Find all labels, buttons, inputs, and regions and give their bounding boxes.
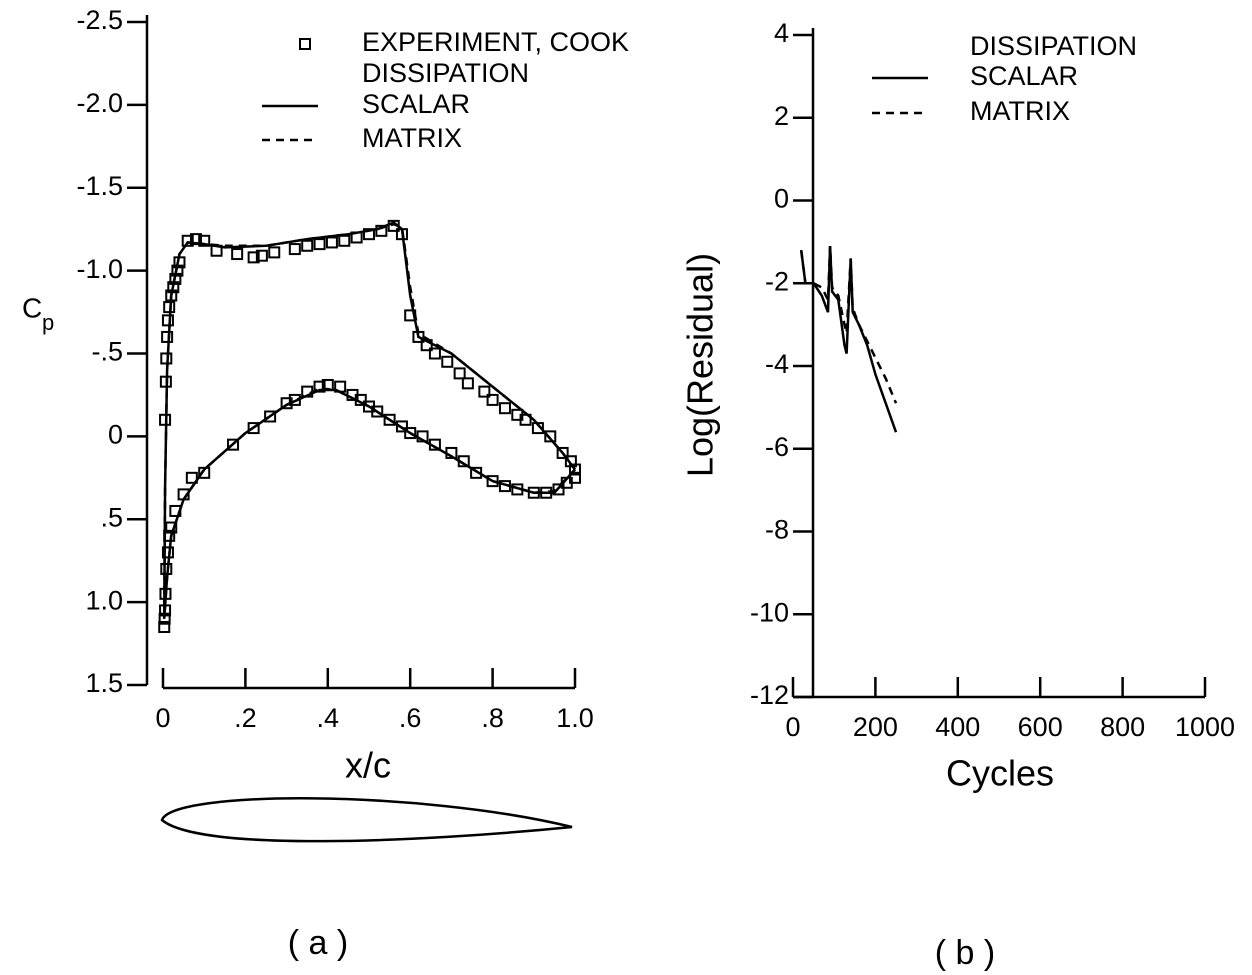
data-marker: [556, 446, 569, 459]
data-marker: [569, 471, 581, 484]
x-tick-label: .6: [399, 703, 422, 733]
x-tick-label: 0: [155, 703, 170, 733]
y-axis-label-subscript: p: [42, 310, 54, 335]
legend-title: DISSIPATION: [362, 58, 529, 88]
data-marker: [313, 380, 326, 393]
data-marker: [486, 393, 499, 406]
x-tick-label: 600: [1018, 712, 1063, 742]
y-tick-label: -2.5: [76, 5, 123, 35]
legend-label: SCALAR: [362, 89, 470, 119]
legend-label: EXPERIMENT, COOK: [362, 27, 629, 57]
x-axis-label: Cycles: [946, 753, 1054, 794]
y-tick-label: 2: [774, 101, 789, 131]
x-tick-label: .8: [481, 703, 504, 733]
y-axis-label: Log(Residual): [680, 253, 721, 477]
data-marker: [453, 367, 466, 380]
data-marker: [198, 234, 211, 247]
data-marker: [264, 410, 277, 423]
data-marker: [338, 234, 351, 247]
data-marker: [325, 236, 338, 249]
series-line: [162, 222, 577, 619]
panel-label: ( a ): [288, 924, 348, 962]
y-tick-label: -2: [765, 266, 789, 296]
x-axis-label: x/c: [345, 745, 391, 786]
data-marker: [185, 471, 198, 484]
airfoil-outline: [160, 797, 573, 843]
legend-label: MATRIX: [362, 123, 462, 153]
data-marker: [544, 430, 557, 443]
x-tick-label: 800: [1100, 712, 1145, 742]
data-marker: [519, 413, 532, 426]
y-tick-label: -4: [765, 349, 789, 379]
data-marker: [395, 420, 408, 433]
y-tick-label: -1.0: [76, 254, 123, 284]
y-tick-label: -8: [765, 515, 789, 545]
series-line: [799, 245, 898, 433]
y-tick-label: -1.5: [76, 171, 123, 201]
data-marker: [247, 251, 260, 264]
legend-label: MATRIX: [970, 96, 1070, 126]
legend-title: DISSIPATION: [970, 31, 1137, 61]
legend-marker: [299, 38, 311, 50]
data-marker: [552, 483, 565, 496]
data-marker: [161, 330, 174, 343]
data-marker: [428, 347, 441, 360]
data-marker: [301, 239, 314, 252]
x-tick-label: 1000: [1175, 712, 1235, 742]
data-marker: [486, 475, 499, 488]
y-tick-label: -10: [750, 597, 789, 627]
data-marker: [268, 246, 281, 259]
y-tick-label: 0: [108, 420, 123, 450]
y-tick-label: 4: [774, 18, 789, 48]
data-marker: [371, 405, 384, 418]
data-marker: [404, 427, 417, 440]
data-marker: [383, 413, 396, 426]
y-tick-label: .5: [100, 502, 123, 532]
y-axis-label: C: [22, 292, 42, 323]
x-tick-label: 1.0: [556, 703, 594, 733]
data-marker: [288, 243, 301, 256]
data-marker: [247, 422, 260, 435]
y-tick-label: -.5: [91, 337, 123, 367]
data-marker: [181, 234, 194, 247]
x-tick-label: 400: [935, 712, 980, 742]
data-marker: [498, 402, 511, 415]
data-marker: [231, 248, 244, 261]
data-marker: [313, 238, 326, 251]
data-marker: [461, 377, 474, 390]
data-marker: [441, 355, 454, 368]
y-tick-label: 0: [774, 184, 789, 214]
y-tick-label: -6: [765, 432, 789, 462]
y-tick-label: 1.0: [85, 585, 123, 615]
series-line: [799, 245, 898, 404]
y-tick-label: 1.5: [85, 668, 123, 698]
x-tick-label: .4: [317, 703, 340, 733]
data-marker: [255, 249, 268, 262]
x-tick-label: .2: [234, 703, 257, 733]
data-marker: [569, 463, 581, 476]
data-marker: [160, 562, 173, 575]
y-tick-label: -12: [750, 680, 789, 710]
legend-label: SCALAR: [970, 61, 1078, 91]
y-tick-label: -2.0: [76, 88, 123, 118]
data-marker: [478, 385, 491, 398]
panel-label: ( b ): [935, 934, 995, 972]
data-marker: [161, 314, 174, 327]
data-marker: [375, 224, 388, 237]
x-tick-label: 0: [785, 712, 800, 742]
data-marker: [158, 620, 171, 633]
data-marker: [363, 228, 375, 241]
data-marker: [227, 438, 240, 451]
x-tick-label: 200: [853, 712, 898, 742]
